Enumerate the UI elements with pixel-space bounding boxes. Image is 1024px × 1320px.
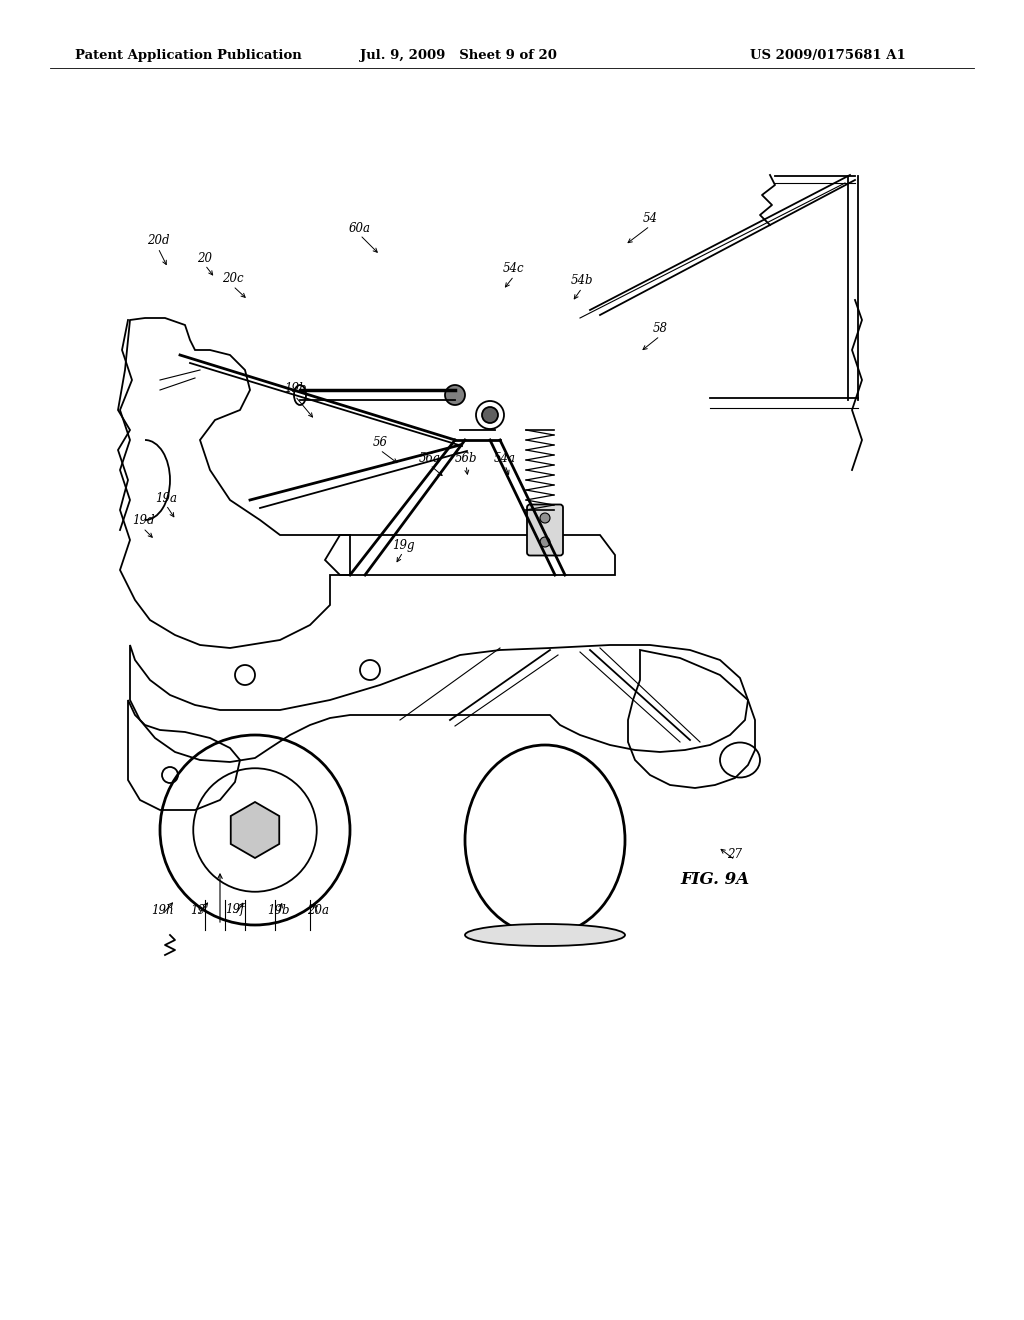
Text: 56: 56 [373,437,387,450]
Text: 20a: 20a [307,903,329,916]
Text: 54a: 54a [494,451,516,465]
Ellipse shape [465,924,625,946]
Text: 19a: 19a [155,491,177,504]
Text: 27: 27 [727,849,742,862]
Text: 19: 19 [190,903,206,916]
Text: 54c: 54c [503,261,525,275]
Text: 19b: 19b [284,381,306,395]
Text: 60a: 60a [349,222,371,235]
Text: 19g: 19g [392,539,415,552]
Text: Patent Application Publication: Patent Application Publication [75,49,302,62]
Text: 20c: 20c [222,272,244,285]
Text: Jul. 9, 2009   Sheet 9 of 20: Jul. 9, 2009 Sheet 9 of 20 [360,49,557,62]
Text: 19h: 19h [151,903,173,916]
Text: 19b: 19b [266,903,289,916]
Text: FIG. 9A: FIG. 9A [680,871,750,888]
Text: 54b: 54b [570,273,593,286]
Text: US 2009/0175681 A1: US 2009/0175681 A1 [750,49,906,62]
Circle shape [540,513,550,523]
Polygon shape [230,803,280,858]
Text: 20: 20 [198,252,213,264]
Text: 19f: 19f [225,903,245,916]
Circle shape [540,537,550,546]
Text: 20d: 20d [146,234,169,247]
Text: 56a: 56a [419,451,441,465]
Text: 56b: 56b [455,451,477,465]
Circle shape [482,407,498,422]
FancyBboxPatch shape [527,504,563,556]
Text: 54: 54 [642,211,657,224]
Text: 58: 58 [652,322,668,334]
Circle shape [445,385,465,405]
Text: 19d: 19d [132,513,155,527]
